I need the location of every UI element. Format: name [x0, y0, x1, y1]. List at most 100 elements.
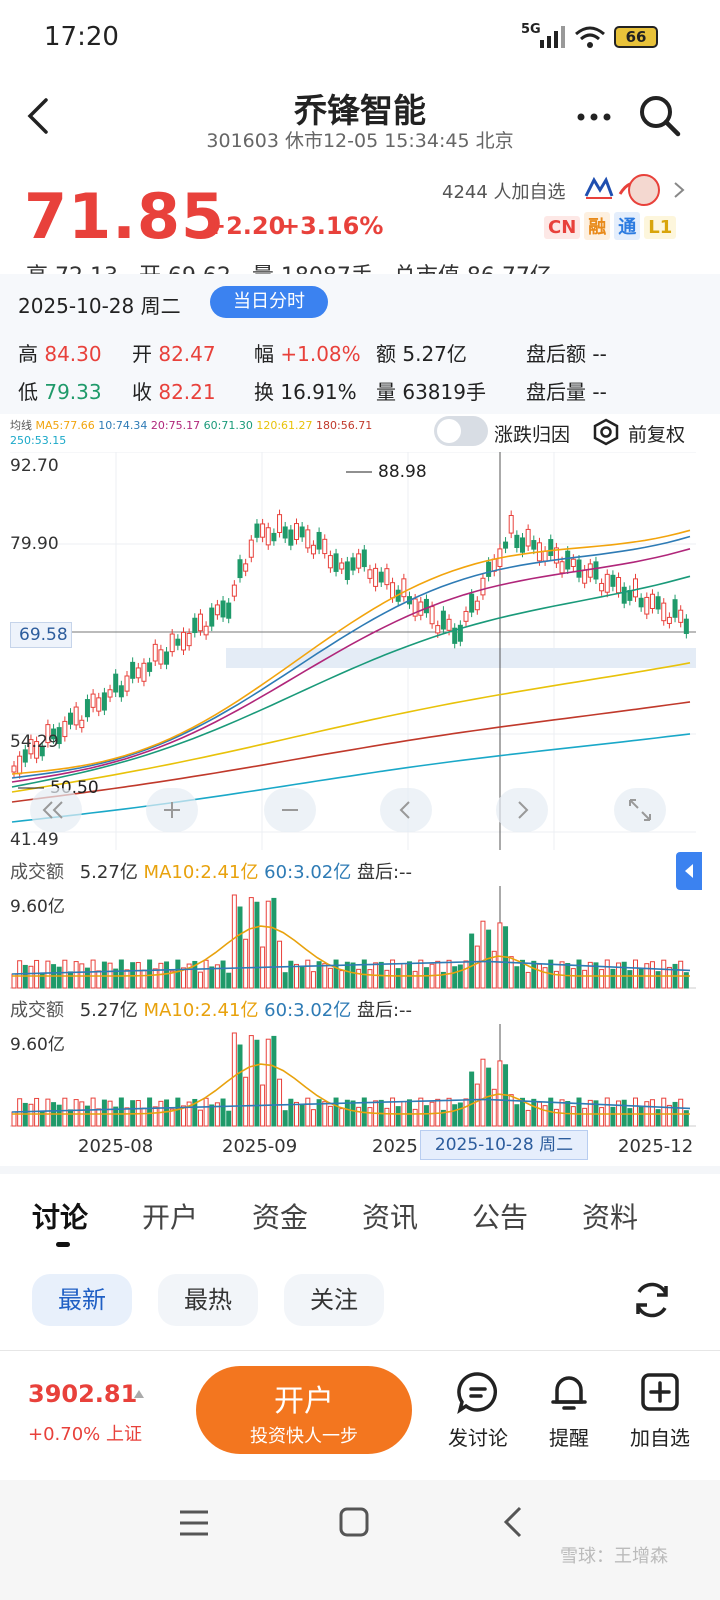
y-label-bottom: 41.49 [10, 830, 59, 850]
chevron-right-icon [518, 801, 529, 819]
zoom-in-button[interactable] [146, 788, 198, 832]
filter-following[interactable]: 关注 [284, 1274, 384, 1326]
tab-announcements[interactable]: 公告 [472, 1201, 529, 1234]
volume-bar [339, 1108, 345, 1127]
volume-bar [542, 967, 548, 989]
volume-bar [333, 959, 339, 989]
content-tabs: 讨论 开户 资金 资讯 公告 资料 [0, 1190, 720, 1250]
scroll-left-button[interactable] [380, 788, 432, 832]
volume-max-label: 9.60亿 [10, 1035, 65, 1055]
volume-bar [339, 970, 345, 989]
fullscreen-button[interactable] [614, 788, 666, 832]
volume-bar [610, 968, 616, 989]
side-panel-toggle[interactable] [676, 852, 702, 890]
back-icon[interactable] [24, 96, 54, 136]
tab-capital[interactable]: 资金 [252, 1201, 309, 1234]
candle [124, 675, 130, 692]
stat-volume-label: 量 [376, 380, 396, 404]
candle [56, 727, 62, 745]
volume-bar [525, 971, 531, 989]
volume-bar [62, 1097, 68, 1127]
candle [327, 555, 333, 569]
open-account-button[interactable]: 开户 投资快人一步 [196, 1366, 412, 1454]
status-bar: 17:20 5G 66 [0, 0, 720, 78]
volume-bar [395, 1106, 401, 1127]
cursor-date-label: 2025-10-28 周二 [420, 1130, 588, 1160]
tab-discussion[interactable]: 讨论 [32, 1201, 89, 1234]
index-value[interactable]: 3902.81 [28, 1380, 138, 1408]
volume-bar [418, 1097, 424, 1127]
volume-bar [68, 971, 73, 989]
volume-bar [220, 960, 226, 989]
adjust-icon[interactable] [592, 418, 620, 446]
volume-chart-2[interactable] [0, 1024, 720, 1128]
index-change[interactable]: +0.70% 上证 [28, 1424, 142, 1445]
tab-news[interactable]: 资讯 [362, 1201, 419, 1234]
volume-bar [124, 969, 130, 989]
volume-bar [655, 971, 661, 989]
volume-bar [678, 1098, 684, 1127]
volume-bar [34, 1097, 40, 1127]
filter-latest[interactable]: 最新 [32, 1274, 132, 1326]
volume-bar [344, 1099, 350, 1127]
volume-bar [181, 1105, 186, 1127]
volume-bar [604, 959, 610, 989]
scroll-right-button[interactable] [496, 788, 548, 832]
tab-account[interactable]: 开户 [142, 1201, 199, 1234]
candlestick-chart[interactable] [0, 452, 720, 852]
adjust-label[interactable]: 前复权 [628, 424, 686, 446]
watchers-count[interactable]: 4244 人加自选 [442, 182, 566, 203]
candle [90, 693, 96, 708]
stat-volume: 63819手 [402, 380, 486, 404]
candle [203, 625, 209, 636]
volume-bar [271, 897, 277, 989]
candle [158, 649, 164, 665]
plus-square-icon [641, 1373, 679, 1411]
candle [62, 720, 68, 738]
attribution-toggle[interactable] [434, 416, 488, 446]
volume-bar [305, 959, 311, 989]
chevron-right-icon[interactable] [672, 180, 686, 200]
volume-bar [192, 960, 198, 989]
stat-low-label: 低 [18, 380, 38, 404]
volume-bar [356, 968, 362, 989]
post-discussion-button[interactable]: 发讨论 [440, 1370, 516, 1451]
volume-bar [197, 1109, 203, 1127]
more-icon[interactable] [576, 112, 612, 122]
ma20-value: 20:75.17 [150, 419, 201, 432]
back-nav-icon[interactable] [498, 1504, 528, 1540]
volume-bar [678, 960, 684, 989]
volume-bar [282, 972, 288, 989]
volume-bar [299, 966, 305, 989]
watermark: 雪球：王增森 [560, 1546, 668, 1567]
volume-bar [101, 1099, 107, 1127]
volume-chart-1[interactable] [0, 886, 720, 990]
volume-bar [621, 961, 627, 989]
zoom-out-button[interactable] [264, 788, 316, 832]
filter-hot[interactable]: 最热 [158, 1274, 258, 1326]
volume-bar [582, 969, 588, 989]
volume-bar [531, 1098, 537, 1127]
volume-max-label: 9.60亿 [10, 897, 65, 917]
open-account-title: 开户 [274, 1384, 334, 1419]
scroll-start-button[interactable] [30, 788, 82, 832]
volume-bar [197, 971, 203, 989]
volume-bar [231, 1032, 237, 1127]
volume-bar [277, 1078, 283, 1127]
menu-icon[interactable] [176, 1506, 212, 1540]
search-icon[interactable] [638, 94, 682, 138]
volume-bar [288, 960, 294, 989]
ma10-value: 10:74.34 [98, 419, 148, 432]
tag-level: L1 [644, 216, 677, 239]
alert-button[interactable]: 提醒 [534, 1370, 604, 1451]
volume-ma60-line [11, 960, 691, 975]
tab-profile[interactable]: 资料 [582, 1201, 639, 1234]
home-icon[interactable] [336, 1504, 372, 1540]
triangle-up-icon [134, 1390, 144, 1398]
candle [452, 627, 458, 644]
candle [678, 609, 684, 623]
intraday-button[interactable]: 当日分时 [210, 286, 328, 318]
volume-bar [68, 1109, 73, 1127]
add-watchlist-button[interactable]: 加自选 [622, 1370, 698, 1451]
refresh-icon[interactable] [630, 1278, 674, 1322]
